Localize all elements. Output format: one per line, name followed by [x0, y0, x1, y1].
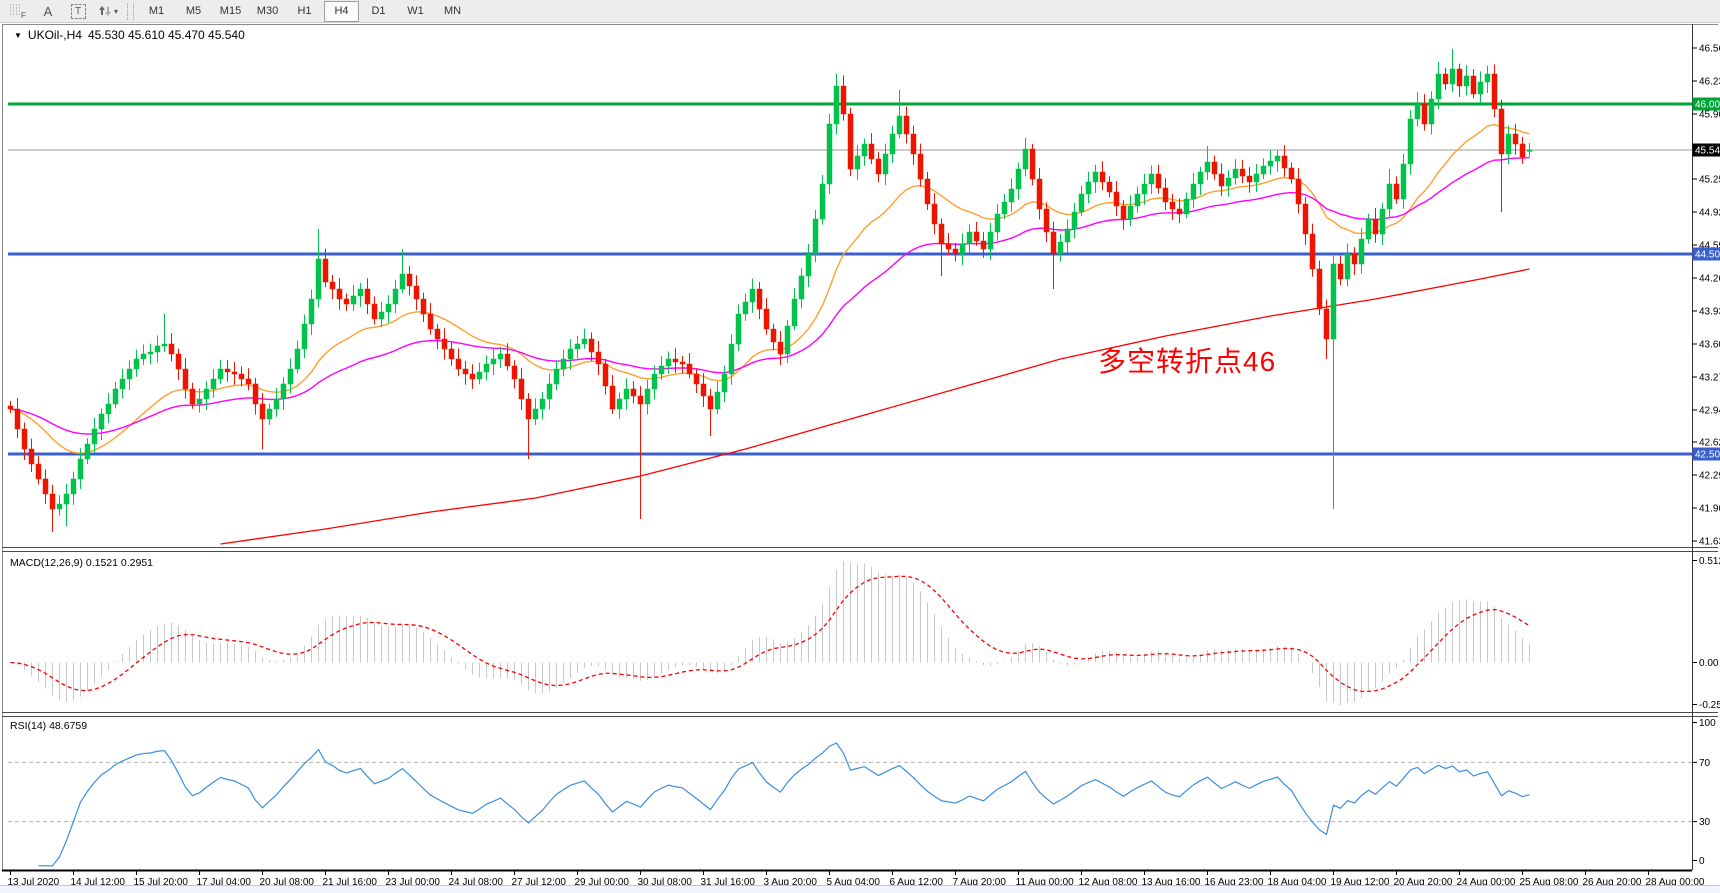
macd-panel[interactable]: 0.5123 0.00 -0.2571 — [11, 556, 1720, 711]
timeframe-button-m1[interactable]: M1 — [148, 5, 165, 17]
chart-title: ▼ UKOil-,H4 45.530 45.610 45.470 45.540 — [14, 28, 245, 42]
time-axis-label: 23 Jul 00:00 — [386, 877, 441, 888]
time-axis-label: 19 Aug 12:00 — [1331, 877, 1390, 888]
ohlc-values: 45.530 45.610 45.470 45.540 — [87, 28, 245, 42]
expand-symbol-panel-icon[interactable]: ▼ — [14, 30, 22, 40]
macd-axis-label: 0.5123 — [1699, 556, 1720, 567]
dropdown-caret-icon[interactable]: ▾ — [113, 6, 118, 16]
candlestick-series — [7, 49, 1533, 532]
timeframe-button-group: M1 M5 M15 M30 H1 H4 D1 W1 MN — [138, 0, 471, 22]
price-axis-label: 44.26 — [1699, 274, 1720, 285]
time-axis-label: 28 Aug 00:00 — [1646, 877, 1705, 888]
rsi-line — [38, 742, 1530, 867]
time-axis-label: 29 Jul 00:00 — [575, 877, 630, 888]
toolbar: F A T ▾ M1 M5 M15 M30 H1 H4 D1 W1 MN — [0, 0, 1720, 23]
price-axis-label: 42.62 — [1699, 438, 1720, 449]
rsi-axis-label: 30 — [1699, 817, 1711, 828]
price-axis[interactable]: 46.56 46.23 45.90 45.25 44.92 44.59 44.26 43.93… — [1692, 44, 1720, 548]
price-axis-label: 41.96 — [1699, 504, 1720, 515]
timeframe-button-mn[interactable]: MN — [443, 5, 462, 17]
time-axis-label: 12 Aug 08:00 — [1079, 877, 1138, 888]
text-tool-icon[interactable]: T — [64, 1, 92, 22]
timeframe-button-h4[interactable]: H4 — [324, 0, 359, 22]
price-axis-label: 42.94 — [1699, 406, 1720, 417]
symbol-period-label: UKOil-,H4 — [27, 28, 82, 42]
timeframe-button-m30[interactable]: M30 — [256, 5, 279, 17]
ma-mid-magenta-line — [10, 157, 1530, 435]
time-axis-label: 16 Aug 23:00 — [1205, 877, 1264, 888]
letter-a-icon[interactable]: A — [34, 1, 62, 22]
timeframe-button-w1[interactable]: W1 — [407, 5, 424, 17]
time-axis-label: 26 Aug 20:00 — [1583, 877, 1642, 888]
rsi-indicator-label: RSI(14) 48.6759 — [10, 720, 88, 732]
svg-text:F: F — [21, 11, 26, 19]
price-axis-label: 46.23 — [1699, 77, 1720, 88]
dotted-grid-f-icon[interactable]: F — [4, 1, 32, 22]
rsi-panel[interactable]: 100 70 30 0 — [8, 718, 1716, 867]
price-badge-text: 45.54 — [1695, 146, 1720, 157]
window-bottom-edge — [0, 885, 1720, 893]
time-axis-label: 17 Jul 04:00 — [197, 877, 252, 888]
time-axis-label: 3 Aug 20:00 — [764, 877, 818, 888]
time-axis-label: 25 Aug 08:00 — [1520, 877, 1579, 888]
time-axis-label: 20 Jul 08:00 — [260, 877, 315, 888]
time-axis-label: 5 Aug 04:00 — [827, 877, 881, 888]
price-badge-42.50 — [1692, 447, 1720, 461]
price-axis-label: 43.27 — [1699, 373, 1720, 384]
price-badge-46.00 — [1692, 97, 1720, 111]
chart-text-annotation[interactable]: 多空转折点46 — [1098, 346, 1277, 377]
price-axis-label: 45.90 — [1699, 110, 1720, 121]
time-axis-label: 11 Aug 00:00 — [1016, 877, 1075, 888]
time-axis-label: 15 Jul 20:00 — [134, 877, 189, 888]
timeframe-button-h1[interactable]: H1 — [297, 5, 312, 17]
time-axis-label: 20 Aug 20:00 — [1394, 877, 1453, 888]
price-badge-44.50 — [1692, 247, 1720, 261]
time-axis-label: 27 Jul 12:00 — [512, 877, 567, 888]
time-axis-label: 21 Jul 16:00 — [323, 877, 378, 888]
arrows-glyph — [98, 6, 111, 16]
ma-fast-orange-line — [10, 123, 1530, 454]
toolbar-separator — [127, 2, 134, 20]
time-axis-label: 13 Aug 16:00 — [1142, 877, 1201, 888]
price-axis-label: 42.29 — [1699, 471, 1720, 482]
rsi-axis-label: 70 — [1699, 758, 1711, 769]
price-badge-text: 42.50 — [1695, 450, 1720, 461]
price-axis-label: 45.25 — [1699, 175, 1720, 186]
ma-slow-red-line — [220, 268, 1530, 545]
price-axis-label: 44.59 — [1699, 241, 1720, 252]
time-axis-label: 30 Jul 08:00 — [638, 877, 693, 888]
macd-axis-label: 0.00 — [1699, 658, 1719, 669]
price-axis-label: 41.63 — [1699, 537, 1720, 548]
price-badge-text: 44.50 — [1695, 250, 1720, 261]
time-axis-label: 13 Jul 2020 — [8, 877, 60, 888]
chart-canvas[interactable]: 46.56 46.23 45.90 45.25 44.92 44.59 44.26 43.93… — [0, 23, 1720, 893]
dotted-grid-glyph: F — [10, 4, 26, 19]
macd-axis-label: -0.2571 — [1699, 700, 1720, 711]
timeframe-button-m15[interactable]: M15 — [219, 5, 242, 17]
price-axis-label: 43.60 — [1699, 340, 1720, 351]
price-badge-45.54 — [1692, 143, 1720, 157]
time-axis-label: 7 Aug 20:00 — [953, 877, 1007, 888]
macd-indicator-label: MACD(12,26,9) 0.1521 0.2951 — [10, 557, 154, 569]
timeframe-button-d1[interactable]: D1 — [371, 5, 386, 17]
time-axis-label: 6 Aug 12:00 — [890, 877, 944, 888]
letter-a-glyph: A — [43, 3, 53, 19]
timeframe-button-m5[interactable]: M5 — [185, 5, 202, 17]
time-axis[interactable]: 13 Jul 2020 14 Jul 12:00 15 Jul 20:00 17 Ju… — [8, 871, 1705, 888]
time-axis-label: 14 Jul 12:00 — [71, 877, 126, 888]
price-axis-label: 46.56 — [1699, 44, 1720, 55]
price-badge-text: 46.00 — [1695, 100, 1720, 111]
price-axis-label: 43.93 — [1699, 307, 1720, 318]
time-axis-label: 18 Aug 04:00 — [1268, 877, 1327, 888]
text-tool-glyph: T — [70, 3, 86, 19]
macd-signal-line — [10, 575, 1530, 693]
time-axis-label: 31 Jul 16:00 — [701, 877, 756, 888]
rsi-axis-label: 100 — [1699, 718, 1716, 729]
time-axis-label: 24 Jul 08:00 — [449, 877, 504, 888]
time-axis-label: 24 Aug 00:00 — [1457, 877, 1516, 888]
price-axis-label: 44.92 — [1699, 208, 1720, 219]
rsi-axis-label: 0 — [1699, 856, 1705, 867]
templates-arrows-icon[interactable]: ▾ — [94, 1, 122, 22]
